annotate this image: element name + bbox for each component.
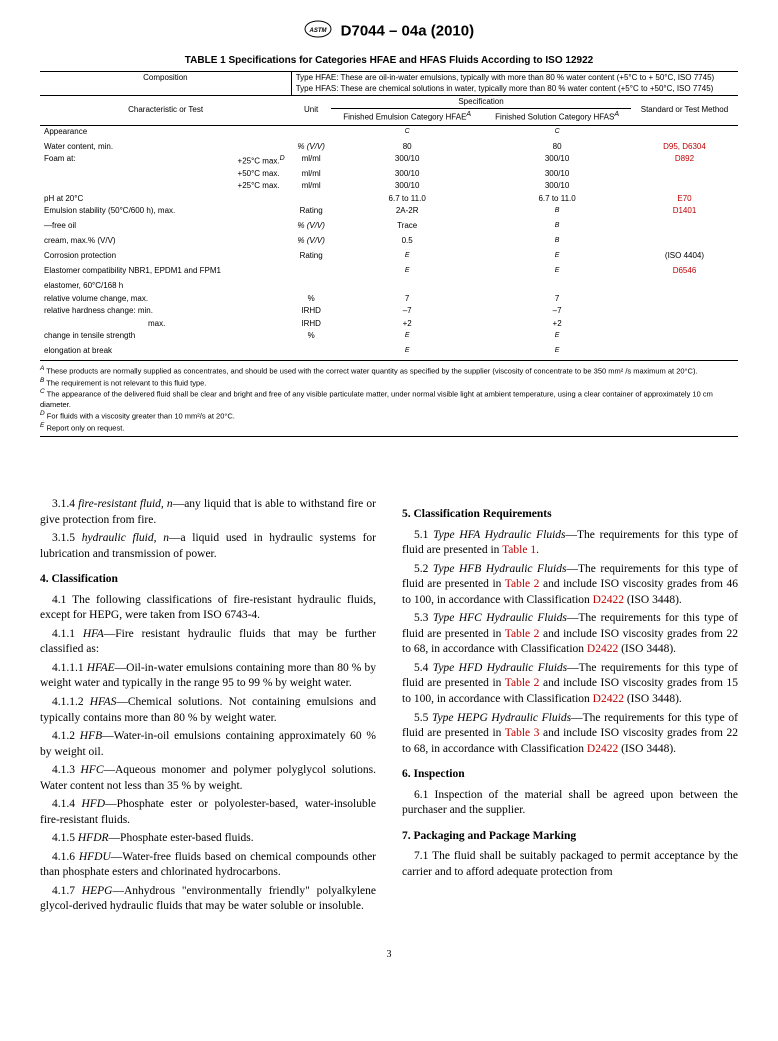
table-row: elastomer, 60°C/168 h [40, 280, 738, 292]
p-4.1.4: 4.1.4 HFD—Phosphate ester or polyolester… [40, 797, 376, 828]
table-row: cream, max.% (V/V)% (V/V)0.5B [40, 235, 738, 250]
hfas-header: Finished Solution Category HFASA [483, 109, 631, 125]
left-column: 3.1.4 fire-resistant fluid, n—any liquid… [40, 497, 376, 917]
spec-table: Composition Type HFAE: These are oil-in-… [40, 71, 738, 361]
table-row: change in tensile strength%EE [40, 330, 738, 345]
table-row: relative hardness change: min.IRHD–7–7 [40, 305, 738, 317]
table-row: elongation at breakEE [40, 345, 738, 360]
link-table2[interactable]: Table 2 [505, 677, 540, 689]
astm-logo: ASTM [304, 20, 332, 42]
composition-hfas: Type HFAS: These are chemical solutions … [296, 84, 734, 94]
link-d2422[interactable]: D2422 [593, 693, 624, 705]
p-5.5: 5.5 Type HEPG Hydraulic Fluids—The requi… [402, 711, 738, 758]
p-4.1.5: 4.1.5 HFDR—Phosphate ester-based fluids. [40, 831, 376, 847]
table-row: —free oil% (V/V)TraceB [40, 220, 738, 235]
link-table2[interactable]: Table 2 [505, 628, 540, 640]
p-5.3: 5.3 Type HFC Hydraulic Fluids—The requir… [402, 611, 738, 658]
composition-label: Composition [40, 72, 291, 96]
p-5.2: 5.2 Type HFB Hydraulic Fluids—The requir… [402, 562, 738, 609]
footnote-b: B The requirement is not relevant to thi… [40, 377, 738, 389]
table-row: +25°C max.ml/ml300/10300/10 [40, 180, 738, 192]
footnote-d: D For fluids with a viscosity greater th… [40, 410, 738, 422]
table-footnotes: A These products are normally supplied a… [40, 365, 738, 433]
table-row: Emulsion stability (50°C/600 h), max.Rat… [40, 205, 738, 220]
p-4.1: 4.1 The following classifications of fir… [40, 593, 376, 624]
footnote-a: A These products are normally supplied a… [40, 365, 738, 377]
table-row: +50°C max.ml/ml300/10300/10 [40, 168, 738, 180]
p-7.1: 7.1 The fluid shall be suitably packaged… [402, 849, 738, 880]
table-row: max.IRHD+2+2 [40, 318, 738, 330]
link-table2[interactable]: Table 2 [505, 578, 540, 590]
p-4.1.6: 4.1.6 HFDU—Water-free fluids based on ch… [40, 850, 376, 881]
hfae-header: Finished Emulsion Category HFAEA [331, 109, 483, 125]
svg-text:ASTM: ASTM [308, 28, 327, 34]
p-5.1: 5.1 Type HFA Hydraulic Fluids—The requir… [402, 528, 738, 559]
link-d2422[interactable]: D2422 [593, 594, 624, 606]
spec-header: Specification [331, 96, 631, 109]
p-4.1.1: 4.1.1 HFA—Fire resistant hydraulic fluid… [40, 627, 376, 658]
footnote-c: C The appearance of the delivered fluid … [40, 388, 738, 410]
page-number: 3 [40, 948, 738, 961]
body-columns: 3.1.4 fire-resistant fluid, n—any liquid… [40, 497, 738, 917]
char-header: Characteristic or Test [40, 96, 291, 125]
right-column: 5. Classification Requirements 5.1 Type … [402, 497, 738, 917]
table-caption: TABLE 1 Specifications for Categories HF… [40, 54, 738, 67]
table-row: Foam at:+25°C max.Dml/ml300/10300/10D892 [40, 153, 738, 168]
page-header: ASTM D7044 – 04a (2010) [40, 20, 738, 42]
p-6.1: 6.1 Inspection of the material shall be … [402, 788, 738, 819]
h-4: 4. Classification [40, 572, 376, 588]
table-row: relative volume change, max.%77 [40, 293, 738, 305]
link-table1[interactable]: Table 1 [502, 544, 536, 556]
p-3.1.4: 3.1.4 fire-resistant fluid, n—any liquid… [40, 497, 376, 528]
method-header: Standard or Test Method [631, 96, 738, 125]
footnote-e: E Report only on request. [40, 422, 738, 434]
table-row: Water content, min.% (V/V)8080D95, D6304 [40, 141, 738, 153]
table-row: AppearanceCC [40, 125, 738, 141]
h-5: 5. Classification Requirements [402, 507, 738, 523]
link-table3[interactable]: Table 3 [505, 727, 540, 739]
unit-header: Unit [291, 96, 331, 125]
link-d2422[interactable]: D2422 [587, 643, 618, 655]
table-row: Elastomer compatibility NBR1, EPDM1 and … [40, 265, 738, 280]
h-7: 7. Packaging and Package Marking [402, 829, 738, 845]
link-d2422[interactable]: D2422 [587, 743, 618, 755]
p-4.1.7: 4.1.7 HEPG—Anhydrous "environmentally fr… [40, 884, 376, 915]
p-4.1.1.1: 4.1.1.1 HFAE—Oil-in-water emulsions cont… [40, 661, 376, 692]
p-4.1.1.2: 4.1.1.2 HFAS—Chemical solutions. Not con… [40, 695, 376, 726]
composition-hfae: Type HFAE: These are oil-in-water emulsi… [296, 73, 734, 83]
table-row: pH at 20°C6.7 to 11.06.7 to 11.0E70 [40, 193, 738, 205]
p-5.4: 5.4 Type HFD Hydraulic Fluids—The requir… [402, 661, 738, 708]
standard-designation: D7044 – 04a (2010) [341, 22, 474, 39]
p-4.1.2: 4.1.2 HFB—Water-in-oil emulsions contain… [40, 729, 376, 760]
h-6: 6. Inspection [402, 767, 738, 783]
table-row: Corrosion protectionRatingEE(ISO 4404) [40, 250, 738, 265]
p-3.1.5: 3.1.5 hydraulic fluid, n—a liquid used i… [40, 531, 376, 562]
p-4.1.3: 4.1.3 HFC—Aqueous monomer and polymer po… [40, 763, 376, 794]
